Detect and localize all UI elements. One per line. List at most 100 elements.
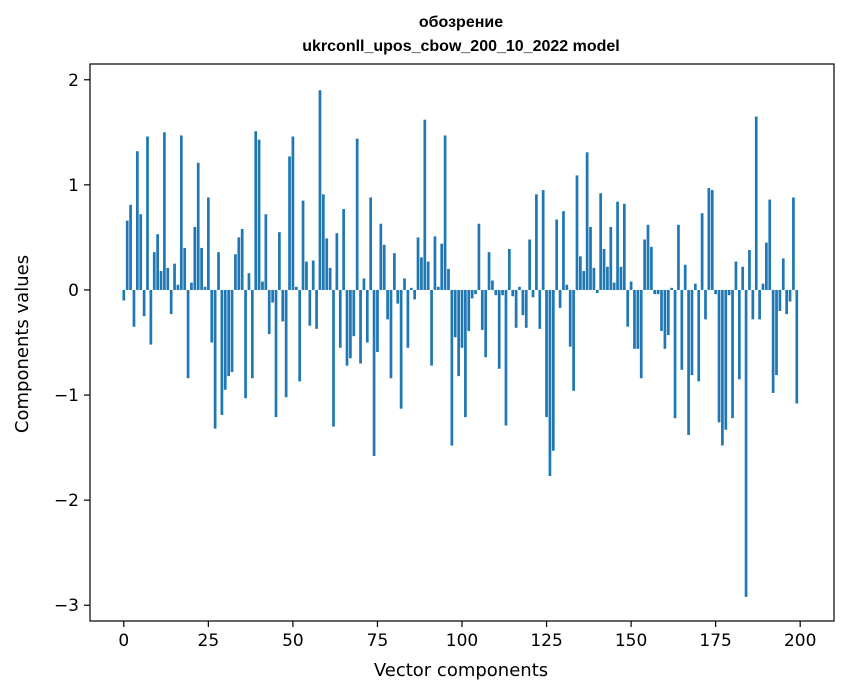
bar-120 bbox=[528, 239, 531, 290]
bar-162 bbox=[670, 287, 674, 290]
bar-35 bbox=[240, 229, 244, 290]
bar-190 bbox=[765, 242, 768, 290]
bar-122 bbox=[535, 194, 538, 290]
bar-22 bbox=[196, 162, 200, 290]
bar-83 bbox=[403, 278, 406, 290]
bar-32 bbox=[230, 289, 234, 372]
bar-98 bbox=[453, 289, 457, 338]
bar-138 bbox=[589, 226, 592, 290]
bar-154 bbox=[643, 239, 646, 290]
bars-group bbox=[122, 90, 799, 597]
x-tick-label: 25 bbox=[198, 631, 220, 651]
bar-160 bbox=[663, 289, 667, 349]
bar-77 bbox=[382, 244, 386, 290]
x-tick-label: 50 bbox=[282, 631, 304, 651]
bar-100 bbox=[460, 289, 464, 348]
bar-194 bbox=[778, 289, 782, 311]
bar-188 bbox=[758, 289, 761, 320]
bar-102 bbox=[467, 289, 471, 331]
bar-131 bbox=[565, 284, 569, 290]
bar-91 bbox=[430, 289, 433, 366]
bar-184 bbox=[744, 289, 748, 597]
bar-4 bbox=[135, 151, 139, 290]
x-axis-ticks: 0 25 50 75 100 125 150 175 200 bbox=[118, 621, 816, 651]
bar-28 bbox=[217, 252, 220, 290]
bar-90 bbox=[426, 261, 430, 290]
bar-153 bbox=[639, 289, 643, 379]
bar-1 bbox=[125, 220, 129, 290]
bar-185 bbox=[748, 250, 751, 290]
bar-152 bbox=[636, 289, 640, 349]
bar-26 bbox=[210, 289, 214, 343]
chart-title-line2: ukrconll_upos_cbow_200_10_2022 model bbox=[302, 38, 619, 55]
bar-72 bbox=[365, 289, 369, 343]
bar-45 bbox=[274, 289, 278, 418]
bar-115 bbox=[511, 289, 515, 297]
bar-117 bbox=[518, 286, 521, 290]
bar-48 bbox=[284, 289, 288, 398]
bar-15 bbox=[173, 263, 176, 290]
x-tick-label: 200 bbox=[784, 631, 816, 651]
bar-93 bbox=[436, 286, 440, 290]
bar-50 bbox=[291, 136, 295, 290]
bar-17 bbox=[179, 135, 183, 290]
bar-107 bbox=[484, 289, 488, 358]
bar-136 bbox=[582, 271, 586, 290]
bar-129 bbox=[558, 289, 562, 308]
bar-21 bbox=[193, 226, 197, 290]
bar-78 bbox=[386, 289, 389, 320]
bar-180 bbox=[731, 289, 734, 419]
x-tick-label: 125 bbox=[530, 631, 562, 651]
bar-66 bbox=[345, 289, 349, 366]
bar-74 bbox=[372, 289, 376, 456]
bar-171 bbox=[700, 213, 704, 290]
bar-94 bbox=[440, 243, 444, 290]
x-tick-label: 175 bbox=[699, 631, 731, 651]
bar-113 bbox=[504, 289, 508, 426]
bar-139 bbox=[592, 267, 596, 290]
bar-166 bbox=[683, 264, 687, 290]
bar-0 bbox=[122, 289, 126, 301]
bar-10 bbox=[156, 234, 159, 290]
bar-155 bbox=[646, 224, 650, 290]
bar-76 bbox=[379, 223, 383, 290]
bar-64 bbox=[338, 289, 342, 348]
bar-141 bbox=[599, 193, 603, 290]
bar-111 bbox=[497, 289, 501, 369]
bar-172 bbox=[704, 289, 707, 320]
bar-112 bbox=[501, 289, 504, 296]
bar-104 bbox=[474, 289, 477, 295]
bar-123 bbox=[538, 289, 542, 329]
bar-110 bbox=[494, 289, 498, 296]
bar-124 bbox=[541, 190, 545, 290]
bar-121 bbox=[531, 289, 535, 298]
bar-70 bbox=[359, 289, 362, 364]
bar-36 bbox=[244, 289, 247, 399]
bar-49 bbox=[288, 156, 291, 290]
bar-177 bbox=[721, 289, 724, 446]
bar-183 bbox=[741, 266, 745, 290]
bar-165 bbox=[680, 289, 684, 370]
bar-161 bbox=[666, 289, 670, 336]
bar-62 bbox=[332, 289, 335, 427]
x-tick-label: 75 bbox=[367, 631, 389, 651]
bar-147 bbox=[619, 266, 623, 290]
bar-132 bbox=[568, 289, 572, 347]
bar-30 bbox=[223, 289, 227, 390]
bar-95 bbox=[443, 135, 447, 290]
bar-75 bbox=[376, 289, 379, 352]
bar-43 bbox=[267, 289, 271, 335]
bar-158 bbox=[656, 289, 660, 295]
bar-189 bbox=[761, 283, 765, 290]
bar-71 bbox=[362, 278, 366, 290]
bar-58 bbox=[318, 90, 322, 290]
bar-73 bbox=[369, 197, 373, 290]
bar-85 bbox=[409, 287, 413, 290]
bar-16 bbox=[176, 284, 180, 290]
bar-167 bbox=[687, 289, 690, 435]
bar-150 bbox=[629, 281, 633, 290]
bar-182 bbox=[737, 289, 741, 380]
bar-179 bbox=[727, 289, 731, 296]
bar-9 bbox=[152, 252, 156, 290]
